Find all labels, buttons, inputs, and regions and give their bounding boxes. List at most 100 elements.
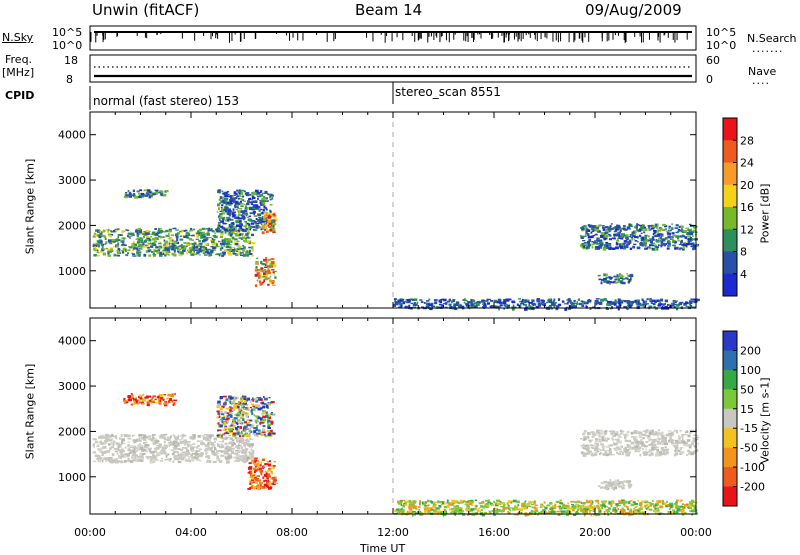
range-cell	[223, 403, 227, 406]
range-cell	[517, 304, 519, 306]
range-cell	[451, 508, 454, 510]
range-cell	[552, 303, 556, 306]
range-cell	[220, 411, 223, 414]
range-cell	[634, 226, 637, 228]
range-cell	[233, 253, 237, 255]
range-cell	[121, 442, 123, 445]
range-cell	[101, 244, 103, 245]
range-cell	[226, 408, 230, 409]
range-cell	[229, 397, 232, 400]
range-cell	[152, 459, 155, 461]
range-cell	[659, 507, 662, 508]
range-cell	[215, 254, 217, 256]
range-cell	[658, 429, 660, 431]
range-cell	[669, 439, 673, 442]
range-cell	[467, 504, 469, 506]
range-cell	[105, 248, 108, 250]
range-cell	[246, 434, 250, 437]
range-cell	[195, 246, 198, 249]
range-cell	[255, 420, 259, 423]
range-cell	[123, 450, 125, 452]
range-cell	[237, 447, 241, 450]
range-cell	[123, 443, 126, 444]
range-cell	[657, 434, 659, 437]
range-cell	[674, 248, 676, 250]
range-cell	[523, 300, 525, 303]
range-cell	[202, 435, 205, 436]
range-cell	[171, 234, 174, 236]
range-cell	[595, 300, 599, 302]
range-cell	[132, 398, 134, 400]
range-cell	[477, 509, 479, 512]
range-cell	[640, 226, 644, 229]
range-cell	[584, 452, 587, 454]
range-cell	[260, 462, 262, 465]
range-cell	[185, 447, 188, 449]
range-cell	[641, 233, 643, 234]
range-cell	[97, 232, 100, 234]
range-cell	[397, 302, 401, 303]
range-cell	[274, 461, 276, 463]
range-cell	[111, 448, 113, 449]
range-cell	[667, 235, 671, 238]
range-cell	[456, 505, 459, 507]
range-cell	[97, 252, 100, 253]
range-cell	[586, 500, 588, 503]
range-cell	[204, 254, 208, 256]
range-cell	[640, 454, 642, 457]
range-cell	[127, 252, 129, 254]
range-cell	[598, 245, 602, 247]
range-cell	[182, 455, 185, 457]
range-cell	[169, 230, 171, 232]
range-cell	[239, 435, 241, 437]
range-cell	[600, 247, 602, 249]
range-cell	[212, 453, 216, 455]
range-cell	[199, 449, 202, 450]
range-cell	[623, 306, 625, 308]
range-cell	[245, 450, 247, 452]
range-cell	[245, 224, 247, 226]
range-cell	[487, 302, 490, 304]
range-cell	[207, 455, 210, 458]
range-cell	[133, 190, 135, 193]
range-cell	[161, 450, 165, 452]
range-cell	[618, 453, 621, 455]
range-cell	[186, 449, 189, 451]
range-cell	[255, 481, 257, 483]
range-cell	[228, 400, 230, 401]
range-cell	[587, 436, 589, 438]
range-cell	[138, 228, 141, 231]
range-cell	[162, 447, 166, 450]
range-cell	[450, 512, 452, 513]
range-cell	[481, 301, 484, 303]
range-cell	[233, 208, 235, 210]
range-cell	[414, 298, 417, 301]
range-cell	[242, 236, 245, 239]
range-cell	[654, 446, 656, 448]
range-cell	[691, 453, 694, 456]
range-cell	[615, 299, 617, 301]
range-cell	[136, 401, 139, 403]
range-cell	[167, 394, 170, 396]
range-cell	[241, 406, 243, 408]
range-cell	[114, 242, 116, 243]
range-cell	[214, 236, 217, 238]
range-cell	[222, 239, 224, 242]
range-cell	[614, 231, 617, 233]
range-cell	[129, 195, 133, 198]
range-cell	[241, 234, 243, 235]
range-cell	[237, 406, 239, 409]
range-cell	[247, 254, 250, 257]
range-cell	[163, 194, 167, 197]
range-cell	[139, 230, 142, 233]
range-cell	[164, 445, 168, 447]
range-cell	[269, 397, 271, 398]
range-cell	[117, 255, 120, 257]
range-cell	[119, 437, 121, 440]
range-cell	[267, 427, 271, 429]
range-cell	[125, 250, 127, 252]
range-cell	[647, 246, 651, 247]
range-cell	[232, 237, 235, 240]
range-cell	[679, 304, 682, 306]
range-cell	[630, 301, 633, 303]
